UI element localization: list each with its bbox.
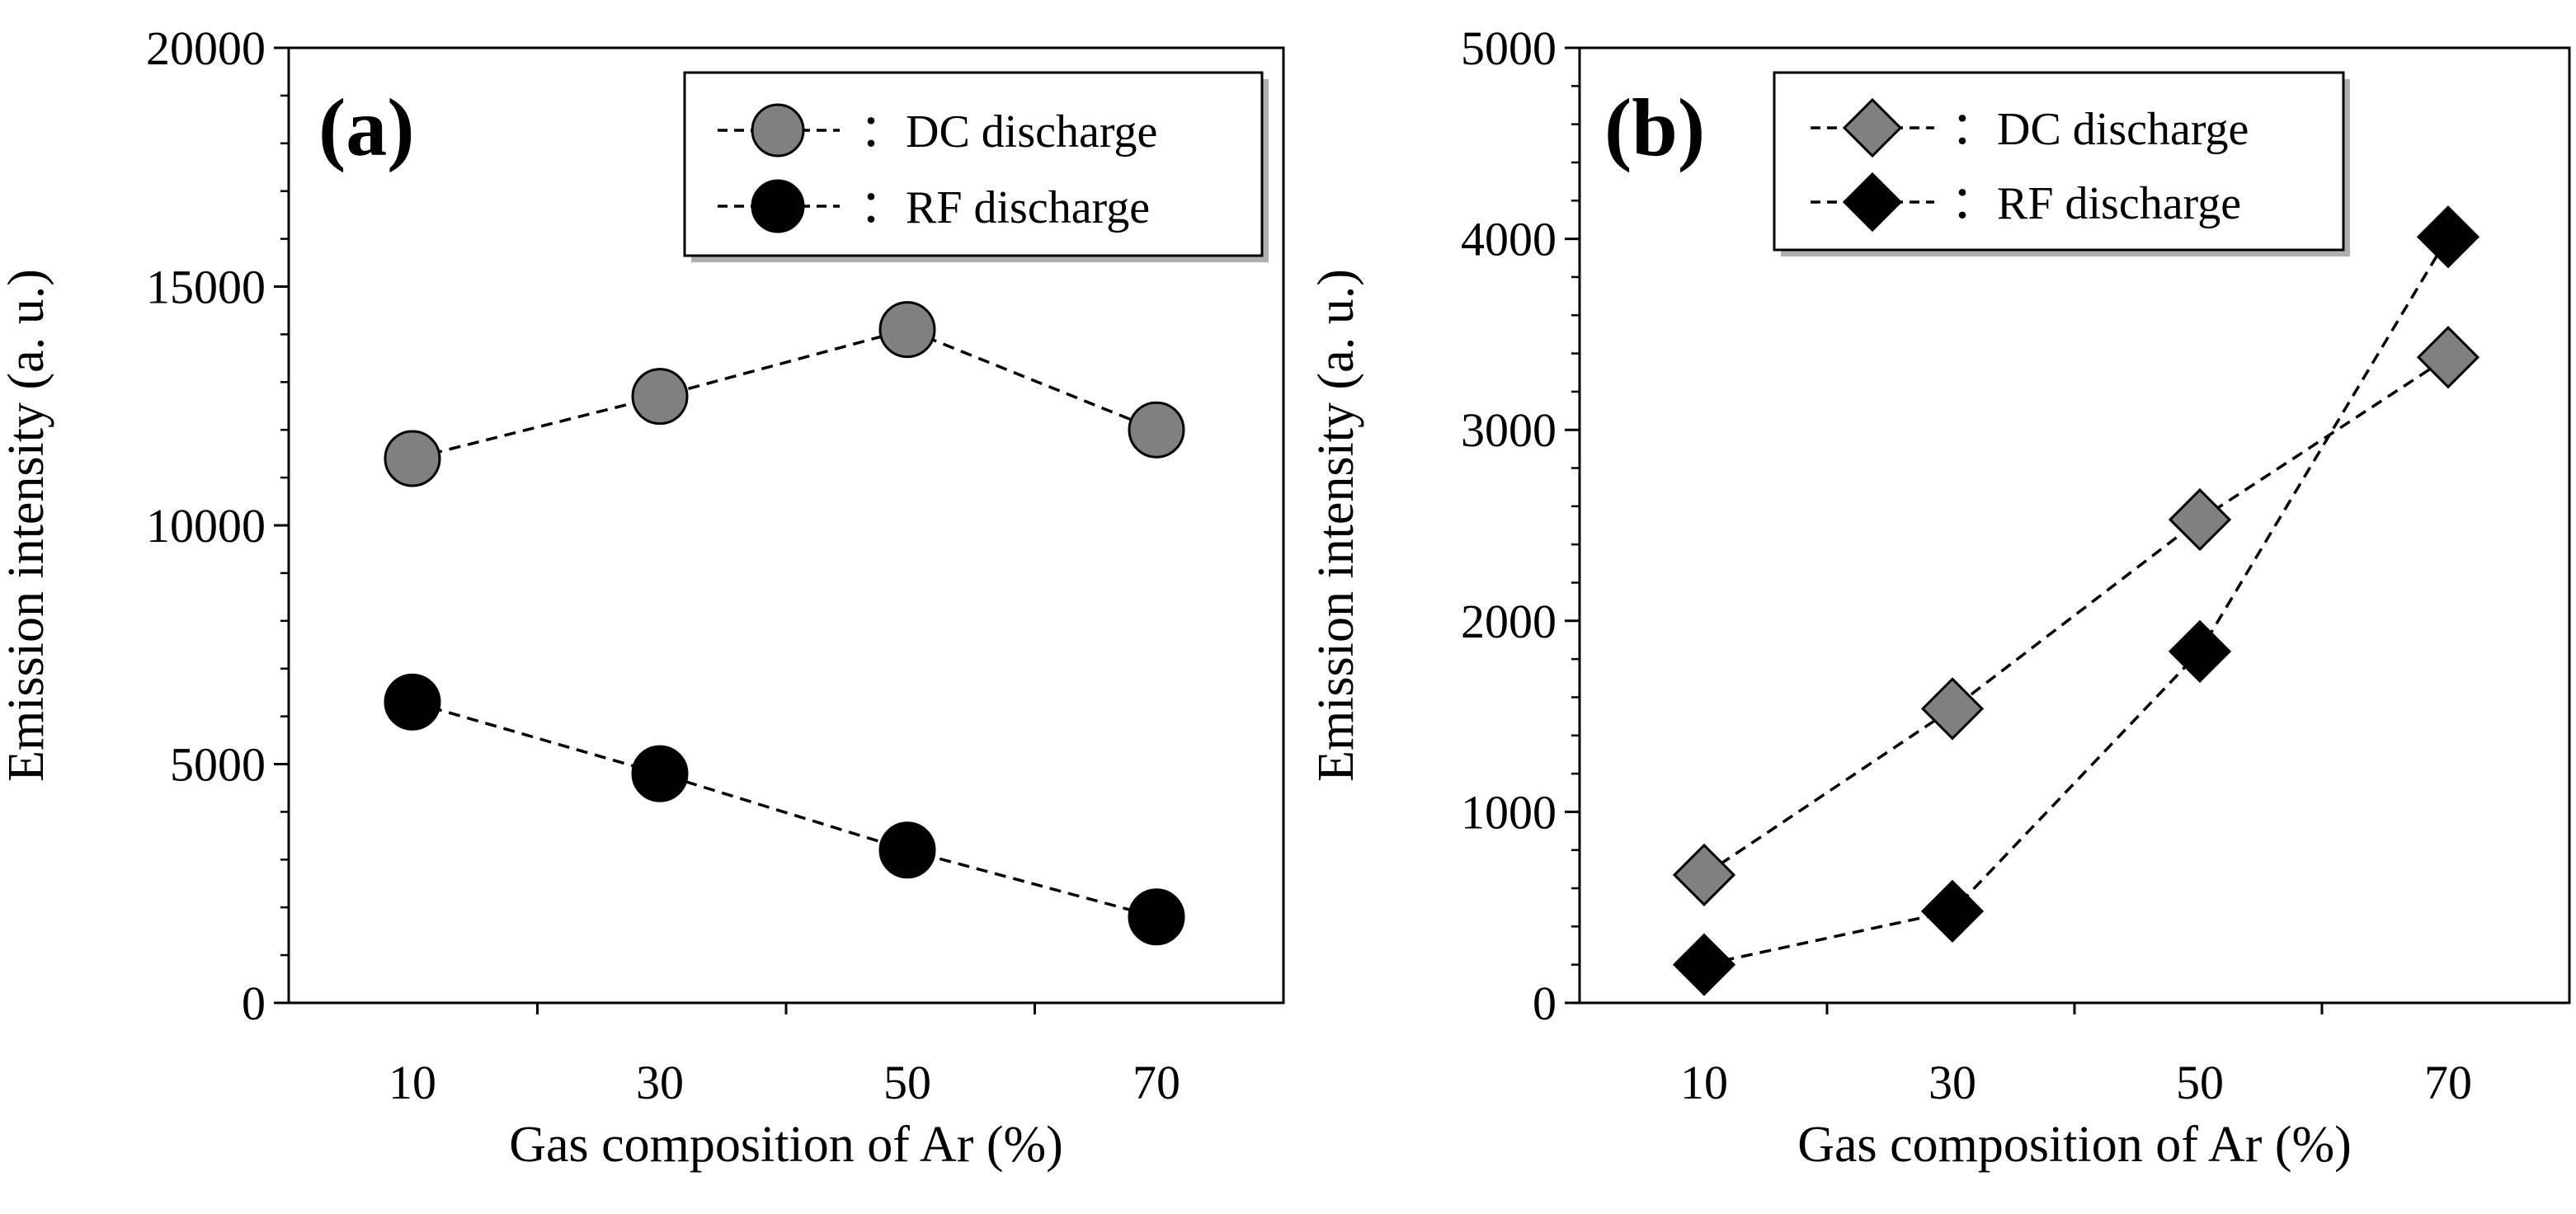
x-tick-label: 70 <box>1133 1056 1180 1109</box>
y-tick-label: 0 <box>1533 976 1556 1030</box>
data-point-dc-discharge <box>2416 326 2480 389</box>
data-point-dc-discharge <box>2168 487 2232 552</box>
x-tick-label: 30 <box>636 1056 684 1109</box>
legend-label: ：DC discharge <box>859 106 1157 158</box>
legend-label: ：DC discharge <box>1951 104 2249 155</box>
x-tick-label: 10 <box>389 1056 436 1109</box>
series-line-dc-discharge <box>412 327 1157 460</box>
x-axis-title: Gas composition of Ar (%) <box>509 1117 1063 1173</box>
legend-marker <box>1842 172 1903 233</box>
data-point-dc-discharge <box>1128 401 1185 459</box>
legend-marker <box>751 103 805 158</box>
legend-marker <box>1842 97 1903 158</box>
legend-label: ：RF discharge <box>859 182 1150 233</box>
y-axis-title: Emission intensity (a. u.) <box>1308 269 1364 782</box>
legend-label: ：RF discharge <box>1951 178 2241 229</box>
y-tick-label: 20000 <box>146 21 266 75</box>
chart-panel-a: 0 5000 10000 15000 20000 10 30 50 70 Gas composit… <box>0 21 1285 1173</box>
y-tick-label: 5000 <box>1461 21 1556 75</box>
data-point-rf-discharge <box>878 821 936 879</box>
panel-label: (a) <box>318 82 415 173</box>
y-tick-label: 0 <box>242 976 266 1030</box>
x-tick-label: 70 <box>2424 1056 2472 1109</box>
series-line-dc-discharge <box>1703 355 2449 877</box>
x-tick-label: 50 <box>2176 1056 2224 1109</box>
y-tick-label: 3000 <box>1461 403 1556 457</box>
y-tick-label: 10000 <box>146 499 266 553</box>
data-point-rf-discharge <box>2168 619 2232 683</box>
data-point-rf-discharge <box>631 745 689 802</box>
data-point-rf-discharge <box>2416 205 2480 269</box>
data-point-dc-discharge <box>631 368 689 426</box>
y-axis-title: Emission intensity (a. u.) <box>0 269 54 782</box>
panel-label: (b) <box>1604 82 1705 173</box>
x-tick-label: 50 <box>883 1056 931 1109</box>
y-tick-label: 4000 <box>1461 213 1556 266</box>
series-line-rf-discharge <box>412 700 1157 919</box>
data-point-rf-discharge <box>1128 888 1185 946</box>
y-tick-label: 5000 <box>170 738 266 792</box>
data-point-dc-discharge <box>1672 843 1736 906</box>
series-line-rf-discharge <box>1703 236 2450 967</box>
data-point-rf-discharge <box>1920 879 1985 943</box>
x-tick-label: 10 <box>1680 1056 1728 1109</box>
data-point-rf-discharge <box>384 673 441 731</box>
data-point-dc-discharge <box>878 301 936 359</box>
y-tick-label: 15000 <box>146 261 266 314</box>
y-tick-label: 1000 <box>1461 785 1556 839</box>
data-point-dc-discharge <box>384 430 441 487</box>
data-point-dc-discharge <box>1920 677 1985 741</box>
x-tick-label: 30 <box>1928 1056 1976 1109</box>
x-axis-title: Gas composition of Ar (%) <box>1797 1117 2352 1173</box>
chart-panel-b: 0 1000 2000 3000 4000 5000 10 30 50 70 Gas composi… <box>1308 21 2571 1173</box>
data-point-rf-discharge <box>1672 933 1736 996</box>
y-tick-label: 2000 <box>1461 595 1556 648</box>
legend-marker <box>751 179 805 233</box>
